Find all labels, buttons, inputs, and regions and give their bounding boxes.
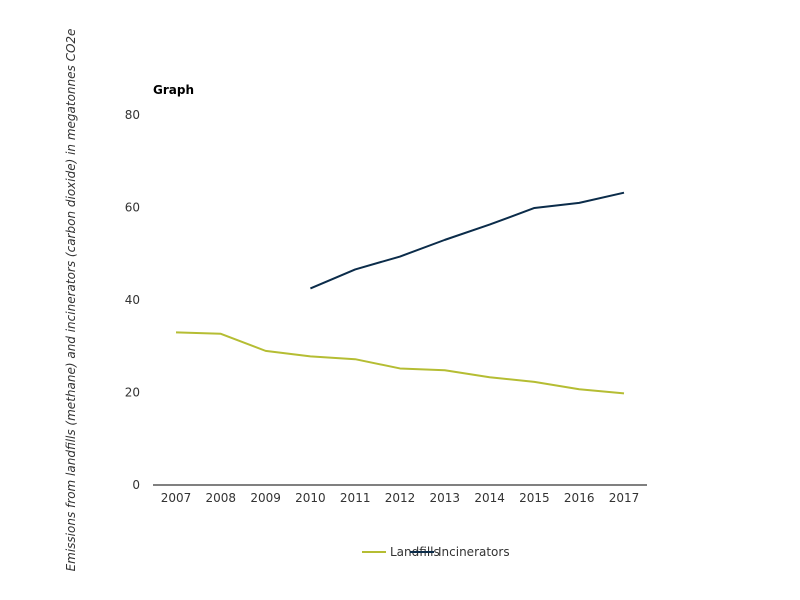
y-tick-label: 80 xyxy=(125,108,140,122)
x-tick-label: 2010 xyxy=(295,491,326,505)
x-tick-label: 2009 xyxy=(250,491,281,505)
y-tick-label: 40 xyxy=(125,293,140,307)
legend-label-incinerators: Incinerators xyxy=(438,545,510,559)
x-tick-label: 2016 xyxy=(564,491,595,505)
x-tick-label: 2015 xyxy=(519,491,550,505)
x-tick-label: 2008 xyxy=(206,491,237,505)
x-tick-label: 2012 xyxy=(385,491,416,505)
chart-title: Graph xyxy=(153,83,194,97)
series-line-incinerators xyxy=(310,191,625,290)
x-tick-label: 2011 xyxy=(340,491,371,505)
x-tick-label: 2014 xyxy=(474,491,505,505)
plot-area: 0 20 40 60 80 2007 2008 2009 2010 2011 2012 2013 201… xyxy=(125,108,640,505)
x-tick-label: 2017 xyxy=(609,491,640,505)
series-line-landfills xyxy=(175,331,625,395)
y-axis-label: Emissions from landfills (methane) and i… xyxy=(64,29,78,572)
y-tick-label: 20 xyxy=(125,386,140,400)
x-tick-label: 2007 xyxy=(161,491,192,505)
y-tick-label: 60 xyxy=(125,201,140,215)
x-tick-label: 2013 xyxy=(430,491,461,505)
y-tick-label: 0 xyxy=(132,478,140,492)
